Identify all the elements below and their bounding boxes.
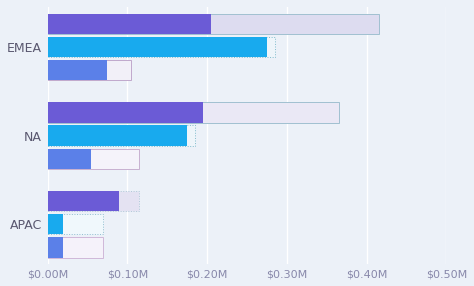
Bar bbox=[47, 214, 64, 235]
Bar bbox=[47, 102, 339, 122]
Bar bbox=[47, 37, 267, 57]
Bar bbox=[47, 214, 103, 235]
Bar bbox=[47, 13, 211, 34]
Bar bbox=[47, 126, 187, 146]
Bar bbox=[47, 102, 203, 122]
Bar bbox=[47, 237, 103, 258]
Bar bbox=[47, 149, 139, 169]
Bar bbox=[47, 149, 91, 169]
Bar bbox=[47, 13, 379, 34]
Bar bbox=[47, 191, 139, 211]
Bar bbox=[47, 60, 107, 80]
Bar bbox=[47, 237, 64, 258]
Bar bbox=[47, 37, 275, 57]
Bar bbox=[47, 126, 195, 146]
Bar bbox=[47, 60, 131, 80]
Bar bbox=[47, 191, 119, 211]
